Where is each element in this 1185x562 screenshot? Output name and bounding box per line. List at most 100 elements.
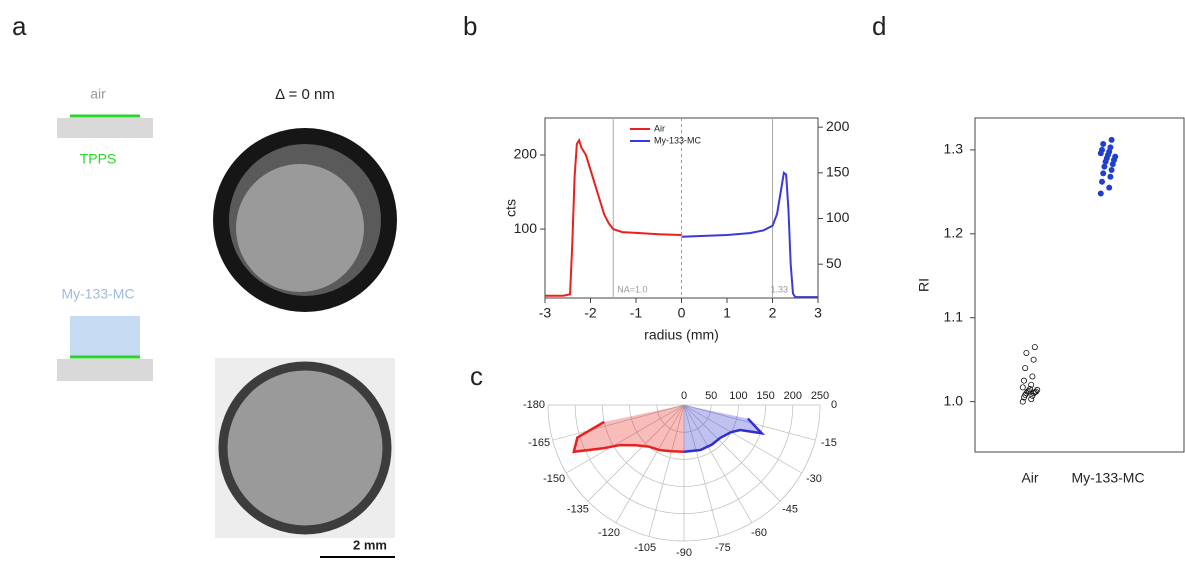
data-point (1023, 349, 1030, 356)
schematic-label: My-133-MC (61, 286, 134, 302)
data-point (1022, 365, 1029, 372)
theta-grid (683, 404, 802, 474)
theta-tick-label: -120 (598, 527, 620, 539)
data-point (1019, 384, 1026, 391)
theta-tick-label: -150 (543, 473, 565, 485)
theta-tick-label: -105 (634, 542, 656, 554)
r-tick-label: 250 (811, 390, 829, 402)
schematic-label: TPPS (80, 151, 117, 167)
y-tick-label: 100 (514, 220, 538, 236)
theta-tick-label: -165 (528, 437, 550, 449)
reference-label: 1.33 (771, 284, 789, 294)
theta-tick-label: -90 (676, 547, 692, 559)
r-grid (574, 404, 794, 515)
y2-tick-label: 200 (826, 118, 850, 134)
y2-tick-label: 150 (826, 164, 850, 180)
panel-label: b (463, 11, 477, 41)
theta-tick-label: -75 (715, 542, 731, 554)
data-point (1097, 190, 1104, 197)
reference-label: NA=1.0 (617, 284, 647, 294)
r-tick-label: 0 (681, 390, 687, 402)
image-core (236, 164, 364, 292)
area-fill (684, 405, 762, 452)
x-tick-label: 0 (678, 305, 686, 321)
data-point (1027, 386, 1034, 393)
r-grid (629, 404, 739, 460)
x-tick-label: My-133-MC (1071, 470, 1144, 486)
data-point (1033, 388, 1040, 395)
r-tick-label: 150 (756, 390, 774, 402)
theta-grid (648, 404, 685, 537)
substrate (57, 118, 153, 138)
liquid-layer (70, 316, 140, 357)
y-tick-label: 1.0 (944, 392, 964, 408)
series-line (545, 137, 682, 297)
legend-label: My-133-MC (654, 135, 702, 145)
data-point (1100, 141, 1107, 148)
data-point (1100, 170, 1107, 177)
x-tick-label: Air (1021, 470, 1038, 486)
data-point (1107, 144, 1114, 151)
theta-grid (615, 404, 685, 523)
r-tick-label: 50 (705, 390, 717, 402)
area-fill (573, 405, 684, 452)
x-tick-label: 2 (769, 305, 777, 321)
series-line (683, 417, 766, 454)
data-point (1028, 396, 1035, 403)
data-point (1029, 373, 1036, 380)
y-tick-label: 1.3 (944, 141, 964, 157)
legend-label: Air (654, 123, 665, 133)
theta-grid (552, 404, 685, 441)
panel-label: a (12, 11, 27, 41)
data-point (1031, 344, 1038, 351)
r-tick-label: 200 (784, 390, 802, 402)
theta-grid (683, 404, 781, 502)
y-axis-label: RI (916, 278, 932, 292)
data-point (1021, 377, 1028, 384)
data-point (1101, 163, 1108, 170)
data-point (1030, 356, 1037, 363)
data-point (1108, 136, 1115, 143)
theta-tick-label: 0 (831, 399, 837, 411)
data-point (1112, 153, 1119, 160)
x-tick-label: -2 (584, 305, 597, 321)
y-tick-label: 1.1 (944, 308, 964, 324)
data-point (1099, 178, 1106, 185)
data-point (1099, 146, 1106, 153)
x-tick-label: 3 (814, 305, 822, 321)
x-tick-label: 1 (723, 305, 731, 321)
panel-label: c (470, 361, 483, 391)
image-title: Δ = 0 nm (275, 86, 335, 103)
theta-grid (683, 404, 720, 537)
theta-tick-label: -180 (523, 399, 545, 411)
y2-tick-label: 50 (826, 255, 842, 271)
x-axis-label: radius (mm) (644, 327, 719, 343)
schematic-label: air (90, 86, 106, 102)
series-line (681, 170, 818, 299)
r-grid (547, 404, 821, 542)
theta-grid (566, 404, 685, 474)
y-tick-label: 200 (514, 146, 538, 162)
data-point (1028, 381, 1035, 388)
theta-tick-label: -135 (567, 504, 589, 516)
theta-tick-label: -30 (806, 473, 822, 485)
data-point (1108, 167, 1115, 174)
r-tick-label: 100 (729, 390, 747, 402)
plot-frame (974, 117, 1185, 453)
theta-tick-label: -45 (782, 504, 798, 516)
theta-grid (683, 404, 816, 441)
theta-grid (587, 404, 685, 502)
y2-tick-label: 100 (826, 209, 850, 225)
substrate (57, 359, 153, 381)
y-axis-label: cts (503, 199, 519, 217)
r-grid (656, 404, 712, 433)
y-tick-label: 1.2 (944, 225, 964, 241)
data-point (1034, 386, 1041, 393)
scale-label: 2 mm (353, 537, 387, 552)
panel-label: d (872, 11, 886, 41)
x-tick-label: -3 (539, 305, 552, 321)
x-tick-label: -1 (630, 305, 643, 321)
theta-tick-label: -60 (751, 527, 767, 539)
data-point (1019, 398, 1026, 405)
